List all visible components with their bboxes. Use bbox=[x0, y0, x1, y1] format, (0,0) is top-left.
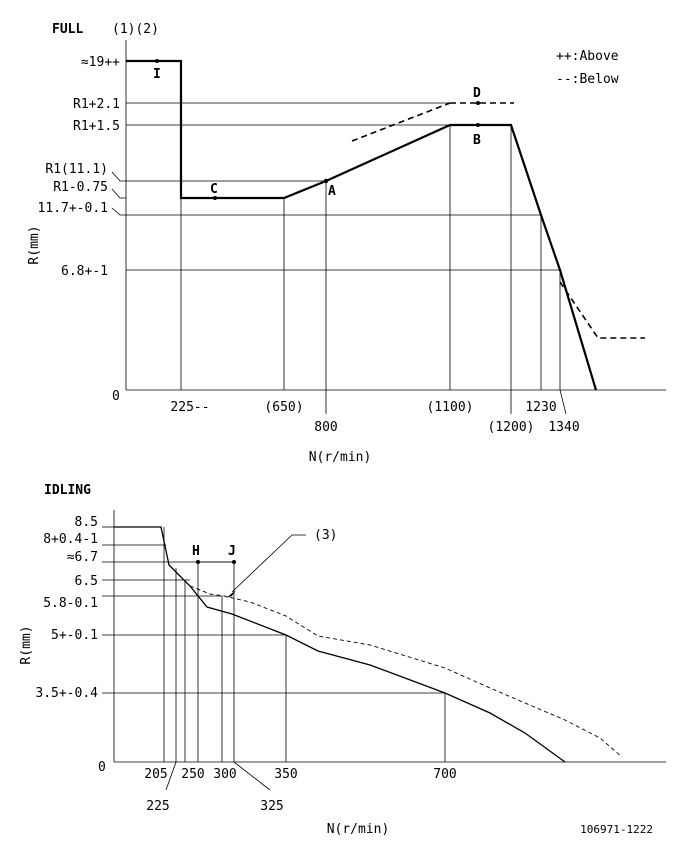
ivref-325-leader bbox=[233, 761, 271, 791]
vref-1340-leader bbox=[559, 389, 567, 415]
idling-chart: IDLING 0 R(mm) N(r/min) H bbox=[19, 483, 666, 837]
full-xlabel-1200: (1200) bbox=[488, 420, 535, 435]
note-3-arrowhead bbox=[226, 590, 236, 598]
idling-ylabel-r65: 6.5 bbox=[75, 574, 98, 589]
idling-xlabel-205: 205 bbox=[144, 767, 167, 782]
idling-ylabel-r67: ≈6.7 bbox=[67, 550, 98, 565]
idling-xlabel-700: 700 bbox=[433, 767, 456, 782]
idling-xlabel-300: 300 bbox=[213, 767, 236, 782]
full-ylabel-r1m075: R1-0.75 bbox=[53, 180, 108, 195]
idling-title: IDLING bbox=[44, 483, 91, 498]
full-ylabel-r19: ≈19++ bbox=[81, 55, 120, 70]
point-j-label: J bbox=[228, 544, 236, 559]
full-curve bbox=[126, 59, 598, 391]
note-3-label: (3) bbox=[314, 528, 337, 543]
full-notes: (1)(2) bbox=[112, 22, 159, 37]
idling-xlabel-325: 325 bbox=[260, 799, 283, 814]
full-xlabel-225: 225-- bbox=[170, 400, 209, 415]
point-h-label: H bbox=[192, 544, 200, 559]
idling-ylabel-r8: 8+0.4-1 bbox=[43, 532, 98, 547]
full-chart: FULL (1)(2) ++:Above --:Below 0 R(mm) N(… bbox=[27, 22, 666, 465]
leader-r1 bbox=[111, 171, 126, 182]
ivref-225-leader bbox=[165, 761, 177, 791]
point-b-label: B bbox=[473, 133, 481, 148]
full-ylabel-r1p21: R1+2.1 bbox=[73, 97, 120, 112]
full-title: FULL bbox=[52, 22, 83, 37]
point-d-marker bbox=[476, 101, 480, 105]
point-b-marker bbox=[476, 123, 480, 127]
legend-below: --:Below bbox=[556, 72, 619, 87]
idling-curve bbox=[114, 526, 566, 763]
full-xlabel-650: (650) bbox=[264, 400, 303, 415]
idling-xlabel-350: 350 bbox=[274, 767, 297, 782]
idling-ylabel-r35: 3.5+-0.4 bbox=[35, 686, 98, 701]
idling-ylabel-r58: 5.8-0.1 bbox=[43, 596, 98, 611]
idling-y-axis-label: R(mm) bbox=[19, 625, 34, 664]
idling-dash-curve bbox=[189, 585, 623, 758]
point-a-marker bbox=[323, 178, 329, 184]
idling-xlabel-225: 225 bbox=[146, 799, 169, 814]
full-xlabel-1100: (1100) bbox=[427, 400, 474, 415]
leader-r117 bbox=[111, 207, 126, 216]
point-d-label: D bbox=[473, 86, 481, 101]
point-h-marker bbox=[196, 560, 200, 564]
note-3-leader bbox=[231, 534, 306, 593]
idling-x-axis-label: N(r/min) bbox=[327, 822, 390, 837]
point-i-label: I bbox=[153, 67, 161, 82]
point-j-marker bbox=[232, 560, 236, 564]
full-ylabel-r117: 11.7+-0.1 bbox=[38, 201, 108, 216]
full-ylabel-r1: R1(11.1) bbox=[45, 162, 108, 177]
full-xlabel-1340: 1340 bbox=[548, 420, 579, 435]
full-zero: 0 bbox=[112, 389, 120, 404]
full-xlabel-1230: 1230 bbox=[525, 400, 556, 415]
full-xlabel-800: 800 bbox=[314, 420, 337, 435]
point-i-marker bbox=[155, 59, 159, 63]
footer-code: 106971-1222 bbox=[580, 823, 653, 836]
legend-above: ++:Above bbox=[556, 49, 619, 64]
point-c-label: C bbox=[210, 182, 218, 197]
full-y-axis-label: R(mm) bbox=[27, 225, 42, 264]
idling-ylabel-r85: 8.5 bbox=[75, 515, 98, 530]
full-x-axis-label: N(r/min) bbox=[309, 450, 372, 465]
full-ylabel-r1p15: R1+1.5 bbox=[73, 119, 120, 134]
point-a-label: A bbox=[328, 184, 336, 199]
point-c-marker bbox=[213, 196, 217, 200]
idling-ylabel-r5: 5+-0.1 bbox=[51, 628, 98, 643]
full-dash-tail bbox=[559, 281, 645, 339]
leader-r1m075 bbox=[111, 188, 126, 199]
full-dash-upper bbox=[351, 102, 451, 142]
full-ylabel-r68: 6.8+-1 bbox=[61, 264, 108, 279]
idling-xlabel-250: 250 bbox=[181, 767, 204, 782]
idling-zero: 0 bbox=[98, 760, 106, 775]
